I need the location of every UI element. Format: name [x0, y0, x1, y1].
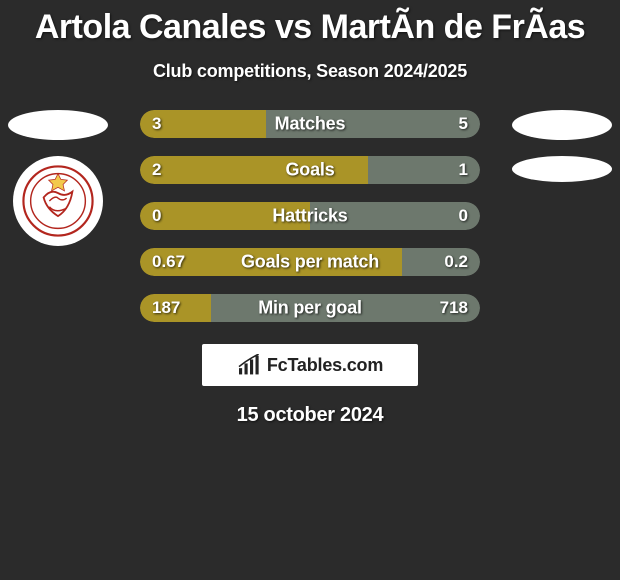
stat-value-left: 187 — [152, 298, 180, 318]
stat-value-right: 0 — [459, 206, 468, 226]
brand-text: FcTables.com — [267, 355, 383, 376]
stat-label: Min per goal — [258, 298, 362, 319]
stat-row: Goals per match 0.67 0.2 — [140, 248, 480, 276]
stat-value-right: 718 — [440, 298, 468, 318]
left-player-avatar — [8, 110, 108, 140]
stat-value-right: 0.2 — [444, 252, 468, 272]
brand-chart-icon — [237, 354, 263, 376]
stat-row: Matches 3 5 — [140, 110, 480, 138]
date-text: 15 october 2024 — [0, 404, 620, 427]
brand-box: FcTables.com — [202, 344, 418, 386]
stat-label: Goals — [285, 160, 334, 181]
stat-value-right: 5 — [459, 114, 468, 134]
stat-row: Min per goal 187 718 — [140, 294, 480, 322]
stat-value-left: 0 — [152, 206, 161, 226]
stats-bars: Matches 3 5 Goals 2 1 Hattricks 0 0 Goals per mat… — [140, 110, 480, 322]
club-crest-icon — [22, 165, 94, 237]
stat-value-left: 0.67 — [152, 252, 185, 272]
right-player-avatar — [512, 110, 612, 140]
stat-label: Hattricks — [272, 206, 347, 227]
page-subtitle: Club competitions, Season 2024/2025 — [0, 61, 620, 82]
stat-row: Goals 2 1 — [140, 156, 480, 184]
page-title: Artola Canales vs MartÃ­n de FrÃ­as — [0, 0, 620, 47]
left-club-badge — [13, 156, 103, 246]
stat-value-left: 2 — [152, 160, 161, 180]
right-player-column — [512, 110, 612, 182]
comparison-block: Matches 3 5 Goals 2 1 Hattricks 0 0 Goals per mat… — [0, 110, 620, 322]
right-club-badge-placeholder — [512, 156, 612, 182]
left-player-column — [8, 110, 108, 246]
stat-row: Hattricks 0 0 — [140, 202, 480, 230]
stat-value-left: 3 — [152, 114, 161, 134]
stat-label: Goals per match — [241, 252, 379, 273]
stat-label: Matches — [275, 114, 346, 135]
stat-value-right: 1 — [459, 160, 468, 180]
